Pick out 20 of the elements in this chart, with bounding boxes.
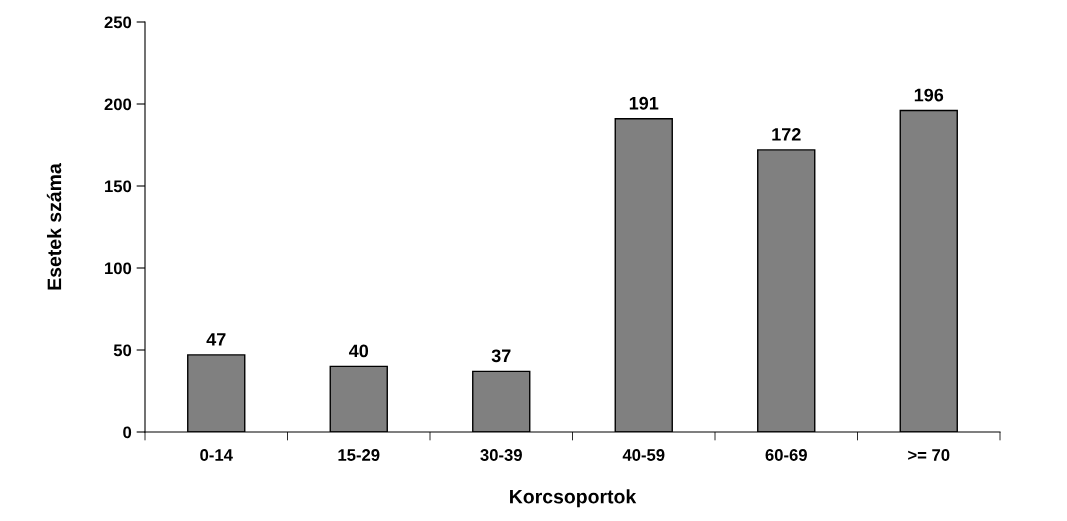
data-label: 40 [348, 344, 369, 358]
x-axis-title: Korcsoportok [510, 489, 637, 508]
y-tick-label: 150 [105, 180, 132, 193]
data-label: 47 [206, 333, 226, 346]
y-tick-label: 100 [105, 262, 132, 275]
x-tick-label: 40-59 [622, 449, 665, 461]
x-tick-label: 30-39 [480, 449, 522, 461]
data-label: 172 [772, 128, 801, 141]
data-label: 37 [491, 349, 511, 363]
data-label: 191 [629, 96, 659, 110]
y-tick-label: 200 [104, 98, 132, 111]
y-tick-label: 0 [123, 426, 132, 439]
x-tick-label: 0-14 [200, 449, 233, 461]
y-tick-label: 250 [104, 16, 132, 29]
x-tick-label: 60-69 [765, 449, 807, 461]
x-tick-label: >= 70 [908, 449, 950, 461]
y-axis-title: Esetek száma [46, 163, 62, 290]
y-tick-label: 50 [113, 344, 132, 357]
data-label: 196 [914, 88, 944, 102]
x-tick-label: 15-29 [338, 449, 380, 461]
